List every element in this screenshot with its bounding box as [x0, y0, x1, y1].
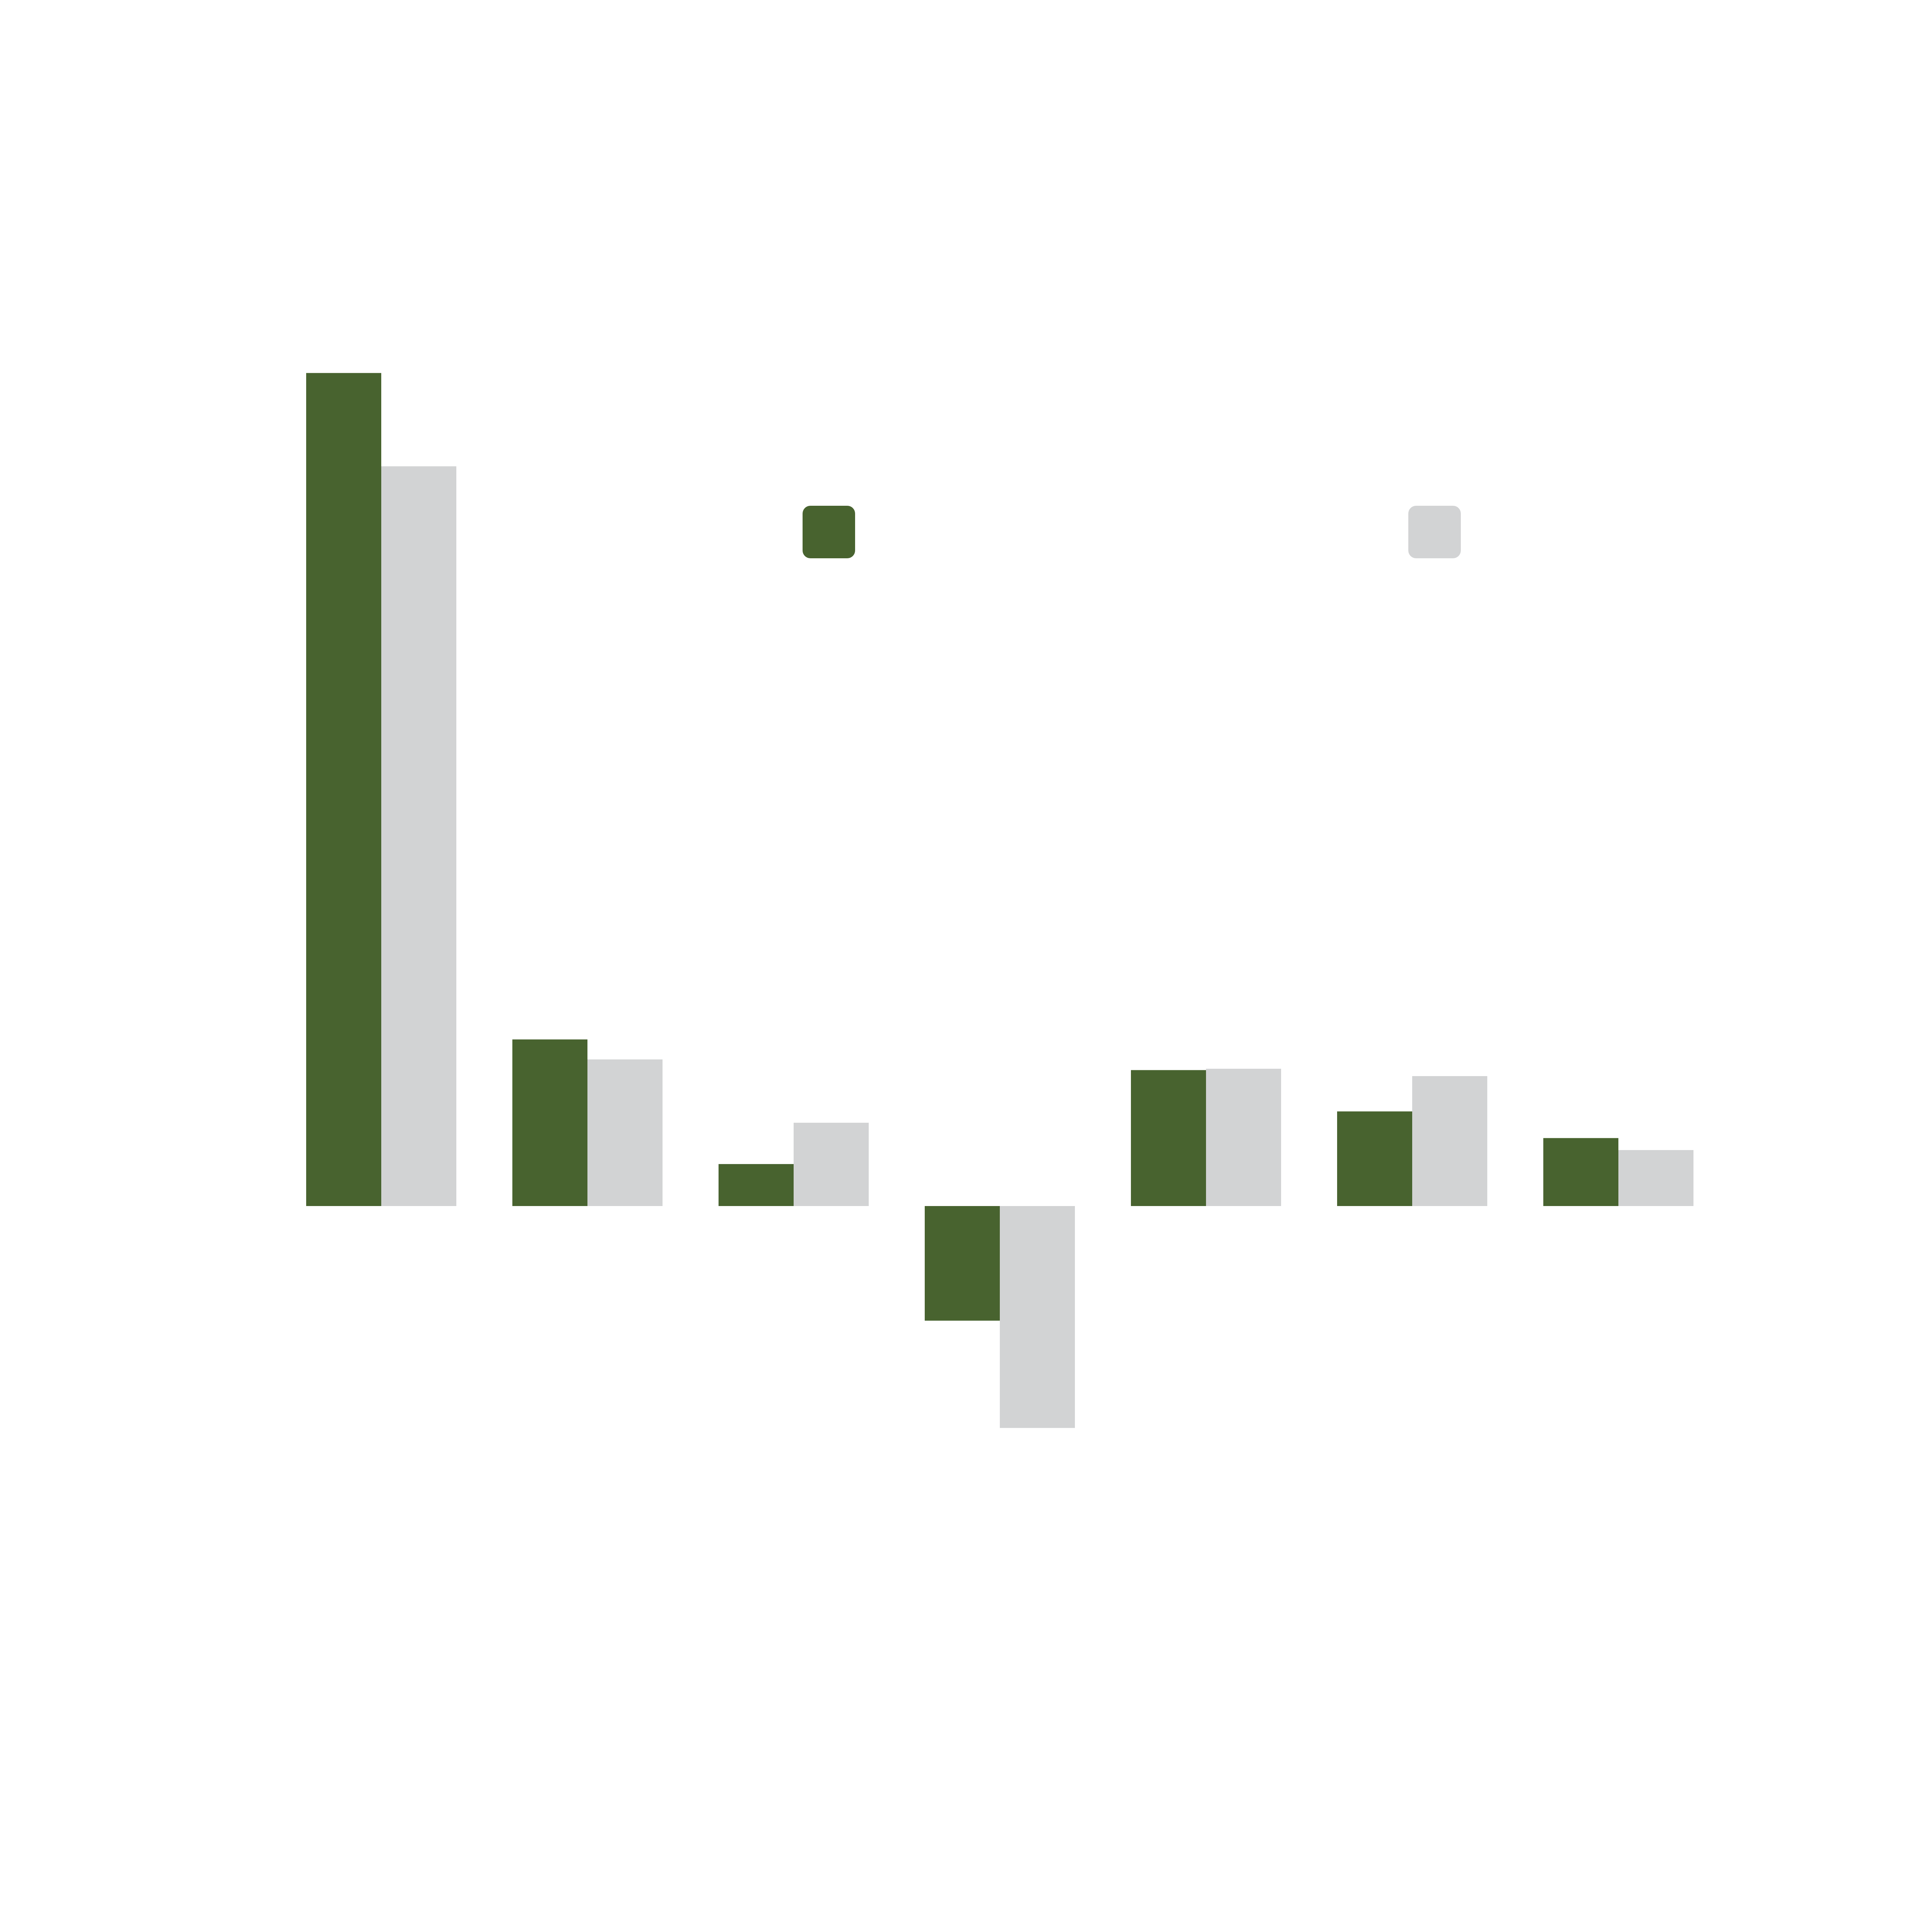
- bar-series-1-cat-3: [719, 1164, 794, 1206]
- legend-swatch-2: [1408, 506, 1461, 558]
- bar-series-1-cat-6: [1337, 1111, 1412, 1206]
- bar-series-2-cat-4: [1000, 1206, 1075, 1428]
- bar-series-1-cat-5: [1131, 1070, 1206, 1206]
- bar-series-2-cat-5: [1206, 1069, 1281, 1206]
- bar-series-2-cat-6: [1412, 1076, 1487, 1206]
- bar-series-2-cat-3: [794, 1122, 869, 1206]
- bar-series-2-cat-7: [1618, 1150, 1693, 1206]
- bar-series-1-cat-4: [925, 1206, 1000, 1321]
- bar-series-1-cat-2: [512, 1039, 587, 1206]
- bar-series-1-cat-7: [1543, 1138, 1618, 1206]
- bars-layer: [306, 373, 1693, 1428]
- bar-series-1-cat-1: [306, 373, 381, 1206]
- bar-series-2-cat-2: [587, 1059, 663, 1206]
- legend-swatch-1: [803, 506, 855, 558]
- bar-series-2-cat-1: [381, 466, 456, 1206]
- legend: [803, 506, 1461, 558]
